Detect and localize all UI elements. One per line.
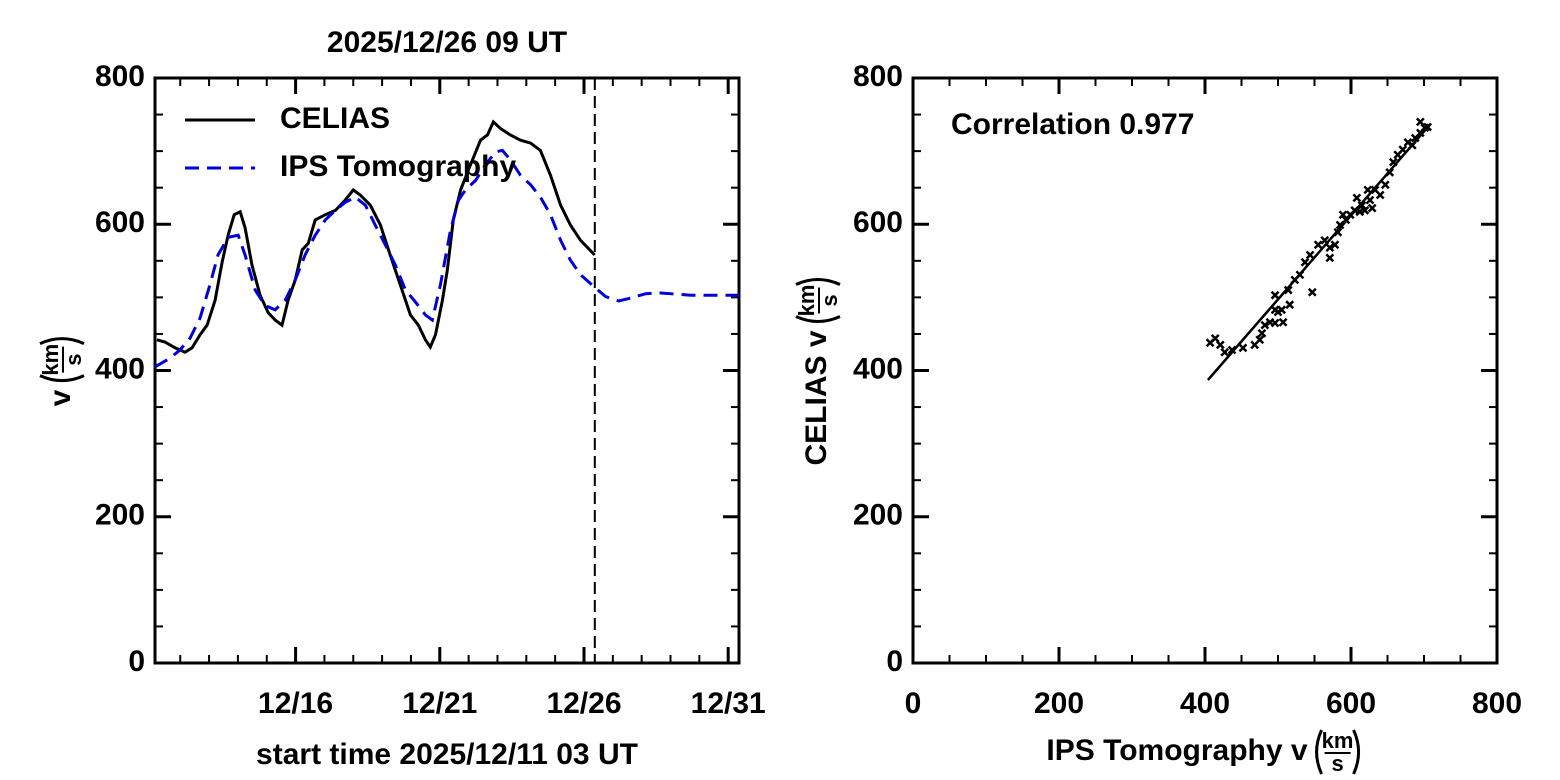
scatter-point: [1285, 300, 1295, 310]
scatter-point: [1320, 235, 1330, 245]
scatter-point: [1270, 305, 1280, 315]
unit-num: km: [38, 344, 63, 376]
scatter-point: [1415, 117, 1425, 127]
scatter-point: [1283, 285, 1293, 295]
data-line: [156, 119, 596, 354]
scatter-point: [1270, 290, 1280, 300]
y-tick-label: 400: [853, 352, 903, 385]
x-tick-label: 12/26: [546, 687, 621, 720]
x-axis-label: start time 2025/12/11 03 UT: [256, 738, 638, 771]
x-tick-label: 200: [1034, 687, 1084, 720]
x-tick-label: 12/21: [402, 687, 477, 720]
axis-label-text: IPS Tomography v: [1046, 734, 1307, 767]
y-tick-label: 600: [853, 206, 903, 239]
y-tick-label: 800: [95, 60, 145, 93]
y-tick-label: 600: [95, 206, 145, 239]
paren-close: [795, 277, 841, 286]
unit-den: s: [61, 354, 86, 366]
x-tick-label: 400: [1180, 687, 1230, 720]
scatter-point: [1380, 180, 1390, 190]
scatter-point: [1278, 317, 1288, 327]
unit-num: km: [1322, 728, 1354, 753]
scatter-point: [1305, 250, 1315, 260]
x-tick-label: 12/31: [691, 687, 766, 720]
scatter-point: [1333, 227, 1343, 237]
scatter-point: [1270, 318, 1280, 328]
x-tick-label: 0: [905, 687, 922, 720]
scatter-point: [1325, 253, 1335, 263]
y-tick-label: 0: [128, 645, 145, 678]
y-tick-label: 200: [95, 499, 145, 532]
paren-open: [39, 374, 85, 383]
scatter-point: [1338, 210, 1348, 220]
scatter-point: [1423, 122, 1433, 132]
scatter-point: [1365, 195, 1375, 205]
scatter-point: [1260, 320, 1270, 330]
scatter-point: [1357, 200, 1367, 210]
scatter-point: [1255, 335, 1265, 345]
axis-label: CELIAS v kms: [794, 277, 842, 466]
scatter-point: [1210, 333, 1220, 343]
axis-label-text: v: [44, 389, 77, 406]
scatter-point: [1277, 305, 1287, 315]
data-line: [154, 148, 739, 369]
scatter-point: [1330, 240, 1340, 250]
scatter-point: [1388, 157, 1398, 167]
scatter-point: [1313, 240, 1323, 250]
paren-close: [39, 337, 85, 346]
scatter-point: [1215, 340, 1225, 350]
legend-label: CELIAS: [280, 102, 390, 135]
axis-label-text: CELIAS v: [800, 330, 833, 465]
unit-den: s: [817, 294, 842, 306]
scatter-point: [1220, 347, 1230, 357]
y-tick-label: 0: [886, 645, 903, 678]
scatter-point: [1238, 343, 1248, 353]
scatter-point: [1300, 257, 1310, 267]
scatter-point: [1375, 190, 1385, 200]
scatter-point: [1385, 167, 1395, 177]
paren-open: [795, 315, 841, 323]
scatter-point: [1227, 345, 1237, 355]
scatter-point: [1257, 328, 1267, 338]
x-tick-label: 800: [1472, 687, 1522, 720]
scatter-point: [1367, 203, 1377, 213]
y-tick-label: 200: [853, 499, 903, 532]
scatter-point: [1360, 205, 1370, 215]
scatter-point: [1295, 270, 1305, 280]
paren-close: [1352, 729, 1361, 775]
legend-label: IPS Tomography: [280, 150, 516, 183]
annotation: Correlation 0.977: [951, 108, 1194, 141]
y-tick-label: 400: [95, 352, 145, 385]
y-tick-label: 800: [853, 60, 903, 93]
paren-open: [1315, 729, 1323, 775]
x-tick-label: 600: [1326, 687, 1376, 720]
axis-label: v kms: [38, 337, 86, 406]
scatter-point: [1363, 185, 1373, 195]
scatter-point: [1398, 145, 1408, 155]
unit-den: s: [1331, 751, 1343, 776]
fit-line: [1206, 123, 1431, 381]
x-tick-label: 12/16: [258, 687, 333, 720]
scatter-point: [1325, 243, 1335, 253]
axis-label: IPS Tomography v kms: [1046, 728, 1361, 776]
scatter-point: [1352, 193, 1362, 203]
scatter-point: [1407, 140, 1417, 150]
unit-num: km: [794, 285, 819, 317]
chart-title: 2025/12/26 09 UT: [327, 26, 567, 59]
scatter-point: [1307, 287, 1317, 297]
